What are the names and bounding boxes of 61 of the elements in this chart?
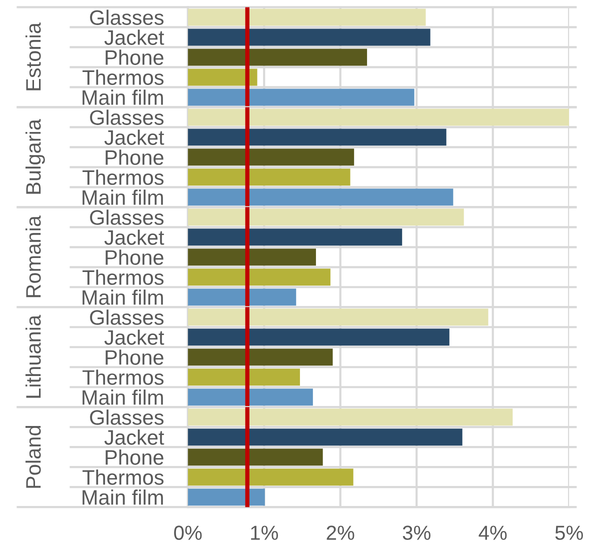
y-tick-label: Phone <box>106 450 164 465</box>
y-axis-title: Lithuania <box>25 314 41 398</box>
y-tick-label: Jacket <box>104 130 164 145</box>
bar <box>188 8 426 26</box>
y-tick-label: Main film <box>82 290 163 305</box>
bar <box>188 268 330 286</box>
bar <box>188 128 446 146</box>
y-tick-label: Main film <box>82 390 163 405</box>
bar <box>188 388 313 406</box>
x-tick-label: 4% <box>478 526 507 540</box>
y-tick-label: Phone <box>106 350 164 365</box>
y-tick-label: Phone <box>106 150 164 165</box>
y-tick-label: Thermos <box>82 470 164 485</box>
bar <box>188 368 300 386</box>
y-axis-title: Romania <box>25 215 41 298</box>
x-tick-label: 0% <box>174 526 202 540</box>
bar <box>188 28 430 46</box>
x-tick-label: 5% <box>555 526 583 540</box>
bar <box>188 488 265 506</box>
bar <box>188 448 323 466</box>
bar <box>188 328 450 346</box>
y-tick-label: Thermos <box>82 70 164 85</box>
bar <box>188 188 454 206</box>
y-tick-label: Glasses <box>90 210 164 225</box>
y-tick-label: Glasses <box>90 310 164 325</box>
y-tick-label: Jacket <box>104 430 164 445</box>
y-tick-label: Main film <box>82 90 163 105</box>
bar <box>188 48 368 66</box>
y-tick-label: Thermos <box>82 170 164 185</box>
bar <box>188 288 296 306</box>
x-tick-label: 2% <box>326 526 354 540</box>
y-axis-title: Poland <box>25 426 41 488</box>
bar <box>188 68 258 86</box>
bar <box>188 408 513 426</box>
y-tick-label: Phone <box>106 250 164 265</box>
y-tick-label: Phone <box>106 50 164 65</box>
bar <box>188 428 462 446</box>
x-tick-label: 1% <box>251 526 278 540</box>
y-tick-label: Thermos <box>82 270 164 285</box>
bar <box>188 108 570 126</box>
bar <box>188 148 354 166</box>
y-tick-label: Glasses <box>90 10 164 25</box>
y-tick-label: Jacket <box>104 230 164 245</box>
y-axis-title: Bulgaria <box>25 118 45 194</box>
bar <box>188 308 488 326</box>
bar <box>188 168 350 186</box>
y-tick-label: Glasses <box>90 110 164 125</box>
bar <box>188 348 333 366</box>
y-axis-title: Estonia <box>25 22 41 90</box>
y-tick-label: Glasses <box>90 410 164 425</box>
x-tick-label: 3% <box>402 526 430 540</box>
bar <box>188 468 354 486</box>
y-tick-label: Jacket <box>104 330 164 345</box>
y-tick-label: Main film <box>82 490 163 505</box>
bar <box>188 228 402 246</box>
y-tick-label: Jacket <box>104 30 164 45</box>
bar <box>188 208 464 226</box>
y-tick-label: Main film <box>82 190 163 205</box>
bar <box>188 248 316 266</box>
bar <box>188 88 414 106</box>
y-tick-label: Thermos <box>82 370 164 385</box>
